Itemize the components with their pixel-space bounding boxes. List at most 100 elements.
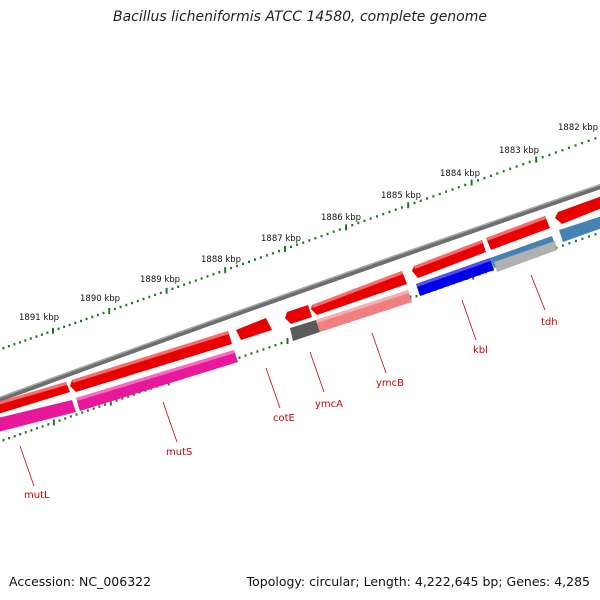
- scale-minor-tick: [102, 311, 105, 315]
- cds-arrow[interactable]: [285, 305, 312, 324]
- scale-minor-tick: [489, 174, 492, 177]
- scale-minor-tick: [18, 341, 21, 344]
- scale-minor-tick: [74, 321, 77, 325]
- scale-minor-tick: [142, 297, 145, 301]
- gene-label-ymcA[interactable]: ymcA: [315, 399, 343, 410]
- scale-minor-tick: [69, 415, 72, 418]
- scale-tick-label: 1890 kbp: [80, 294, 120, 304]
- cds-arrow[interactable]: [311, 271, 407, 315]
- category-block-lightred[interactable]: [316, 290, 412, 332]
- accession-text: Accession: NC_006322: [9, 574, 152, 589]
- map-title: Bacillus licheniformis ATCC 14580, compl…: [113, 9, 487, 25]
- genome-backbone-highlight: [0, 183, 600, 399]
- scale-minor-tick: [121, 397, 124, 400]
- scale-minor-tick: [561, 244, 564, 247]
- gene-label-mutS[interactable]: mutS: [166, 447, 192, 458]
- category-block-silver[interactable]: [494, 241, 557, 272]
- scale-minor-tick: [274, 344, 277, 347]
- scale-minor-tick: [242, 262, 244, 266]
- scale-minor-tick: [415, 295, 418, 298]
- cds-arrow[interactable]: [0, 382, 70, 414]
- category-block-steel[interactable]: [559, 216, 600, 242]
- category-block-blue[interactable]: [416, 258, 494, 296]
- scale-minor-tick: [555, 246, 558, 249]
- gene-label-tdh[interactable]: tdh: [541, 317, 558, 328]
- scale-minor-tick: [445, 190, 448, 193]
- scale-minor-tick: [376, 215, 378, 218]
- scale-minor-tick: [19, 433, 22, 436]
- scale-minor-tick: [127, 395, 130, 398]
- forward-cds-track: [0, 196, 600, 414]
- scale-minor-tick: [46, 331, 49, 334]
- scale-minor-tick: [171, 287, 174, 290]
- scale-minor-tick: [218, 271, 221, 274]
- scale-major-tick: [52, 327, 54, 334]
- category-highlight: [416, 258, 491, 287]
- scale-minor-tick: [496, 172, 499, 175]
- scale-minor-tick: [177, 285, 180, 288]
- scale-minor-tick: [75, 413, 78, 416]
- scale-minor-tick: [388, 210, 391, 214]
- scale-minor-tick: [36, 427, 38, 430]
- scale-minor-tick: [280, 341, 283, 345]
- scale-minor-tick: [40, 333, 43, 336]
- scale-minor-tick: [457, 186, 460, 189]
- cds-arrow[interactable]: [236, 318, 272, 340]
- scale-minor-tick: [24, 339, 27, 342]
- cds-arrow[interactable]: [70, 331, 232, 392]
- scale-minor-tick: [64, 417, 67, 420]
- gene-leaders: [19, 274, 546, 487]
- scale-major-tick: [470, 179, 473, 186]
- scale-minor-tick: [206, 275, 209, 278]
- scale-labels: 1891 kbp 1890 kbp 1889 kbp 1888 kbp 1887…: [19, 123, 598, 323]
- scale-minor-tick: [148, 295, 151, 299]
- scale-minor-tick: [548, 153, 551, 157]
- cds-highlight: [486, 216, 546, 241]
- category-block-pink[interactable]: [76, 350, 238, 411]
- scale-minor-tick: [244, 354, 247, 357]
- scale-minor-tick: [183, 283, 186, 286]
- scale-minor-tick: [68, 323, 71, 327]
- cds-highlight: [0, 382, 67, 405]
- scale-minor-tick: [96, 313, 99, 317]
- gene-label-mutL[interactable]: mutL: [24, 490, 50, 501]
- scale-minor-tick: [574, 239, 577, 243]
- scale-tick-label: 1891 kbp: [19, 313, 59, 323]
- scale-minor-tick: [80, 319, 82, 323]
- category-track: [0, 216, 600, 432]
- scale-minor-tick: [296, 243, 299, 246]
- cds-highlight: [72, 331, 229, 383]
- scale-minor-tick: [382, 212, 385, 216]
- gene-label-ymcB[interactable]: ymcB: [376, 378, 404, 389]
- scale-minor-tick: [432, 195, 435, 198]
- category-block-pink[interactable]: [0, 400, 76, 432]
- cds-arrow[interactable]: [486, 216, 550, 250]
- scale-minor-tick: [268, 346, 271, 349]
- scale-minor-tick: [541, 156, 544, 159]
- scale-minor-tick: [265, 254, 268, 257]
- scale-minor-tick: [326, 232, 329, 236]
- scale-major-tick: [535, 156, 538, 163]
- scale-minor-tick: [113, 307, 116, 311]
- scale-minor-tick: [30, 429, 33, 432]
- scale-minor-tick: [136, 299, 139, 303]
- scale-minor-tick: [248, 260, 250, 263]
- scale-minor-tick: [57, 327, 60, 330]
- cds-arrow[interactable]: [555, 196, 600, 224]
- scale-minor-tick: [369, 217, 372, 220]
- gene-label-cotE[interactable]: cotE: [273, 413, 295, 424]
- scale-minor-tick: [502, 170, 505, 173]
- scale-minor-tick: [8, 436, 11, 440]
- cds-highlight: [414, 240, 483, 269]
- cds-arrow[interactable]: [412, 240, 486, 278]
- scale-minor-tick: [483, 176, 486, 180]
- scale-minor-tick: [302, 241, 305, 244]
- gene-label-kbl[interactable]: kbl: [473, 345, 488, 356]
- scale-minor-tick: [515, 165, 518, 168]
- scale-minor-tick: [320, 234, 323, 238]
- genome-backbone: [0, 184, 600, 402]
- category-block-gray[interactable]: [290, 320, 320, 341]
- genome-summary-text: Topology: circular; Length: 4,222,645 bp…: [246, 574, 590, 589]
